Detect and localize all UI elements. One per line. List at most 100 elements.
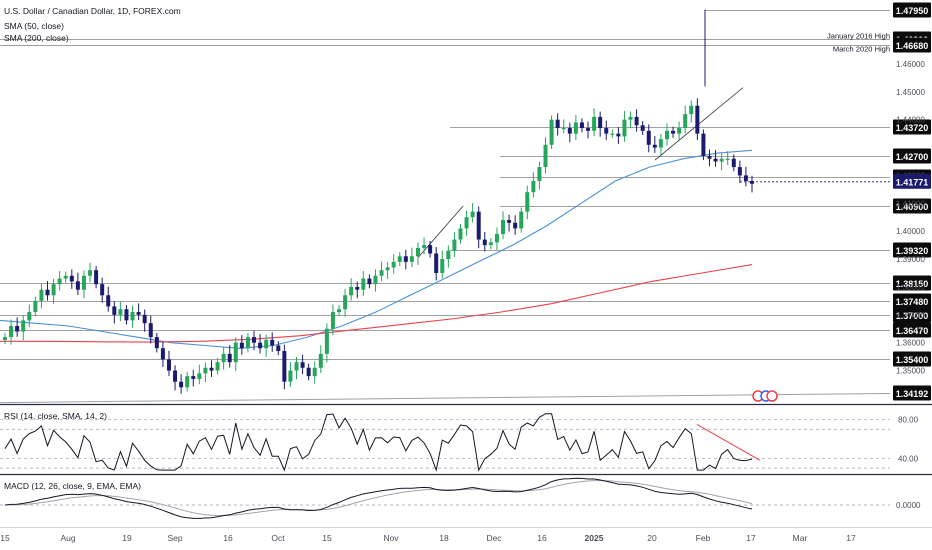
current-price-label: 1.41771 bbox=[896, 177, 929, 187]
rsi-pane: 80.00 40.00 bbox=[0, 413, 919, 472]
candle-body bbox=[555, 119, 560, 129]
candle-body bbox=[452, 239, 457, 251]
candle-body bbox=[324, 328, 329, 354]
candle-body bbox=[567, 128, 572, 134]
candle-body bbox=[239, 342, 244, 349]
candle-body bbox=[622, 119, 627, 137]
price-badge-label: 1.38150 bbox=[896, 279, 929, 289]
candle-body bbox=[148, 323, 153, 338]
sma200-legend[interactable]: SMA (200, close) bbox=[4, 33, 69, 43]
time-tick-label: 19 bbox=[122, 533, 132, 543]
candle-body bbox=[142, 314, 147, 324]
candle-body bbox=[130, 312, 135, 321]
price-badge-label: 1.46680 bbox=[896, 41, 929, 51]
price-badge-label: 1.36470 bbox=[896, 326, 929, 336]
price-badge bbox=[893, 293, 931, 309]
candle-body bbox=[537, 167, 542, 182]
candle-body bbox=[361, 278, 366, 290]
time-tick-label: Dec bbox=[486, 533, 502, 543]
candle-body bbox=[397, 256, 402, 262]
candle-body bbox=[355, 286, 360, 290]
candle-body bbox=[628, 116, 633, 120]
sma50-legend[interactable]: SMA (50, close) bbox=[4, 21, 64, 31]
candle-body bbox=[446, 250, 451, 260]
candle-body bbox=[646, 130, 651, 145]
horizontal-levels: January 2016 High March 2020 High bbox=[0, 9, 891, 404]
candle-body bbox=[191, 376, 196, 379]
time-tick-label: 17 bbox=[746, 533, 756, 543]
candle-body bbox=[652, 144, 657, 148]
candle-body bbox=[640, 125, 645, 131]
time-tick-label: Oct bbox=[271, 533, 285, 543]
price-badge-label: 1.35400 bbox=[896, 355, 929, 365]
candle-body bbox=[428, 245, 433, 254]
time-tick-label: Feb bbox=[696, 533, 711, 543]
candle-body bbox=[185, 376, 190, 388]
candle-body bbox=[422, 245, 427, 248]
time-tick-label: Nov bbox=[383, 533, 399, 543]
rsi-divergence-line bbox=[696, 423, 761, 461]
candle-body bbox=[330, 312, 335, 329]
candle-body bbox=[179, 381, 184, 388]
rsi-line bbox=[4, 413, 753, 472]
sma50-line bbox=[0, 149, 753, 349]
candle-body bbox=[227, 353, 232, 363]
candle-body bbox=[713, 158, 718, 162]
candle-body bbox=[501, 220, 505, 234]
candle-body bbox=[27, 312, 32, 321]
candle-body bbox=[63, 275, 68, 279]
candle-body bbox=[707, 155, 712, 159]
candle-body bbox=[173, 370, 178, 382]
candle-body bbox=[209, 367, 214, 371]
price-badge-label: 1.43720 bbox=[896, 123, 929, 133]
time-tick-label: Aug bbox=[60, 533, 75, 543]
candle-body bbox=[440, 259, 445, 273]
candle-body bbox=[3, 337, 7, 340]
time-tick-label: Mar bbox=[793, 533, 808, 543]
price-badge bbox=[893, 119, 931, 135]
macd-line bbox=[4, 477, 753, 519]
candle-body bbox=[470, 211, 475, 218]
candle-body bbox=[21, 320, 26, 332]
price-badge bbox=[893, 198, 931, 214]
grid bbox=[0, 403, 932, 528]
candle-body bbox=[701, 133, 706, 156]
candle-body bbox=[731, 158, 736, 168]
candle-body bbox=[689, 105, 694, 115]
time-tick-label: Sep bbox=[167, 533, 182, 543]
candle-body bbox=[215, 362, 220, 371]
price-tick-label: 1.36000 bbox=[896, 339, 925, 348]
candle-body bbox=[586, 128, 591, 131]
candle-body bbox=[294, 362, 299, 371]
candle-body bbox=[750, 181, 754, 184]
candle-body bbox=[343, 295, 348, 310]
candle-body bbox=[306, 367, 311, 377]
candle-body bbox=[94, 270, 99, 285]
candle-body bbox=[51, 284, 56, 296]
candle-body bbox=[9, 325, 14, 338]
candle-body bbox=[45, 289, 50, 296]
price-tick-label: 1.41000 bbox=[896, 199, 925, 208]
rsi-tick-label: 40.00 bbox=[898, 454, 919, 463]
time-tick-label: 17 bbox=[846, 533, 856, 543]
moving-averages bbox=[0, 149, 753, 349]
candle-body bbox=[434, 253, 439, 273]
candle-body bbox=[318, 353, 323, 368]
candle-body bbox=[458, 228, 463, 240]
economic-event-icon[interactable] bbox=[766, 390, 778, 402]
price-badge bbox=[893, 385, 931, 401]
price-badge bbox=[893, 307, 931, 323]
candle-body bbox=[154, 337, 159, 349]
candle-body bbox=[525, 192, 530, 212]
candle-body bbox=[282, 351, 287, 382]
candle-body bbox=[409, 256, 414, 262]
price-badge bbox=[893, 148, 931, 164]
macd-legend[interactable]: MACD (12, 26, close, 9, EMA, EMA) bbox=[4, 481, 141, 491]
candle-body bbox=[415, 247, 420, 257]
candle-body bbox=[743, 175, 748, 182]
candle-body bbox=[543, 144, 548, 168]
candle-body bbox=[300, 362, 305, 368]
level-line bbox=[0, 393, 891, 404]
rsi-legend[interactable]: RSI (14, close, SMA, 14, 2) bbox=[4, 411, 107, 421]
